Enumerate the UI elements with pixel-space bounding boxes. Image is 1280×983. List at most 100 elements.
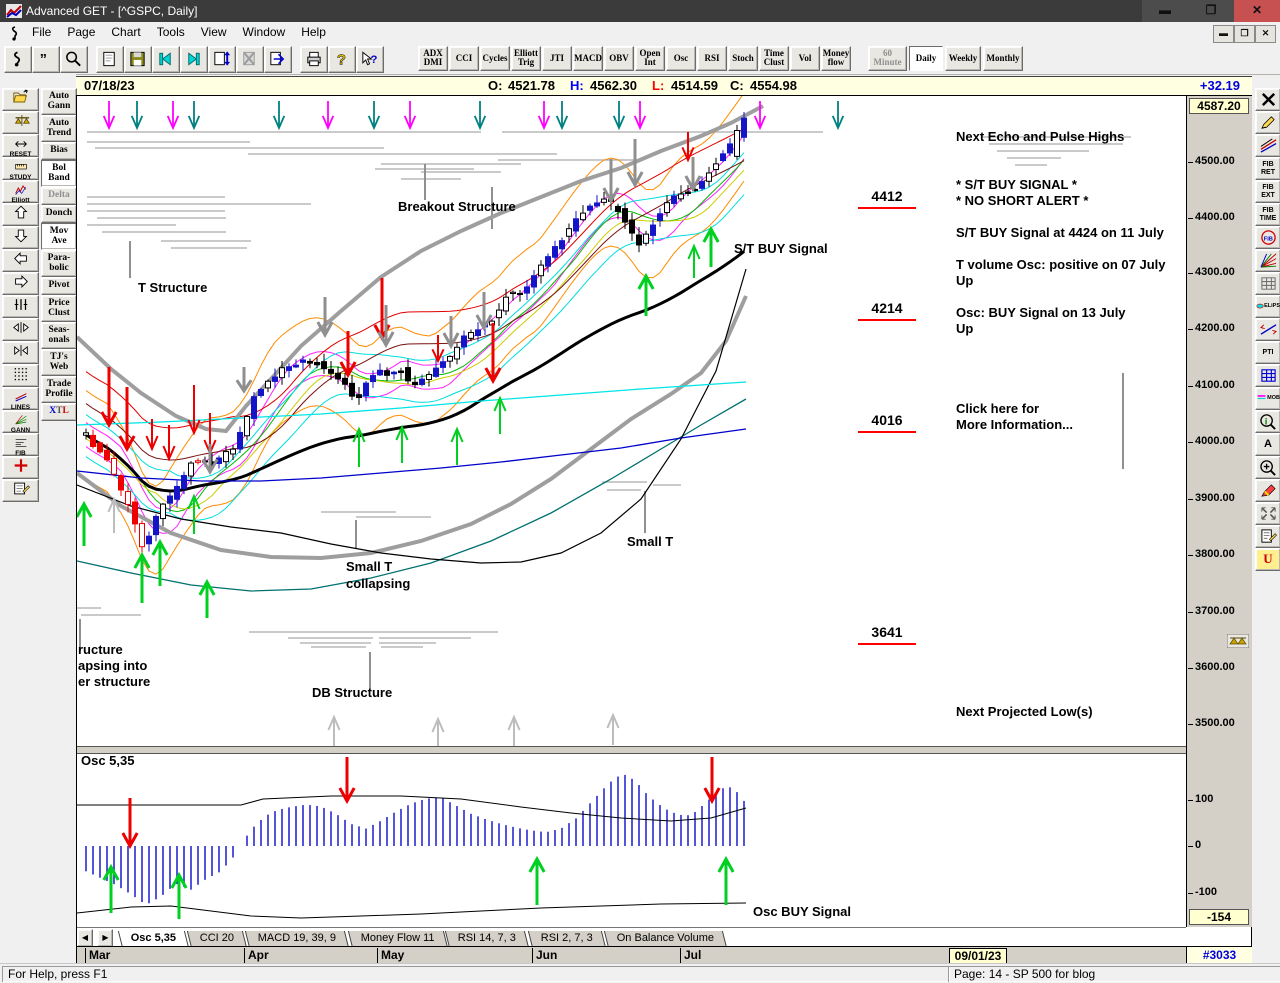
mdi-minimize-button[interactable]: ▬ [1213, 25, 1234, 43]
fib-button[interactable]: FIB [2, 433, 39, 456]
mob-button[interactable]: MOB [1255, 387, 1280, 410]
menu-chart[interactable]: Chart [111, 25, 141, 39]
date-axis[interactable]: 09/01/23 Mar Apr May Jun Jul [77, 946, 1186, 965]
mdi-restore-button[interactable]: ❐ [1234, 25, 1255, 43]
study-para--bolic[interactable]: Para-bolic [41, 250, 77, 277]
study-xtl[interactable]: XTL [41, 403, 77, 421]
clef-button[interactable] [4, 46, 32, 73]
page-button[interactable] [96, 46, 124, 73]
printer-button[interactable] [300, 46, 328, 73]
indicator-obv[interactable]: OBV [604, 46, 634, 71]
period-weekly[interactable]: Weekly [945, 46, 981, 71]
tool-pti-button[interactable]: PTI [1255, 341, 1280, 364]
indicator-osc[interactable]: Osc [666, 46, 696, 71]
mdi-close-button[interactable]: ✕ [1255, 25, 1276, 43]
marker-button[interactable] [1255, 479, 1280, 502]
magnifier-button[interactable] [60, 46, 88, 73]
study-delta[interactable]: Delta [41, 187, 77, 205]
zoom-in-button[interactable] [1255, 456, 1280, 479]
indicator-rsi[interactable]: RSI [697, 46, 727, 71]
gann-button[interactable]: GANN [2, 410, 39, 433]
menu-view[interactable]: View [200, 25, 227, 39]
menu-tools[interactable]: Tools [156, 25, 185, 39]
study-auto-gann[interactable]: Auto Gann [41, 88, 77, 115]
scales-icon[interactable] [1227, 634, 1249, 648]
tab-scroll-left[interactable]: ◀ [77, 929, 93, 947]
save-button[interactable] [124, 46, 152, 73]
pane-splitter[interactable] [77, 746, 1186, 754]
folder-open-button[interactable] [2, 88, 39, 111]
study-bol-band[interactable]: Bol Band [41, 160, 77, 187]
study-trade-profile[interactable]: Trade Profile [41, 376, 77, 403]
bar-spacing-button[interactable] [2, 295, 39, 318]
close-button[interactable]: ✕ [1234, 0, 1280, 22]
oscillator-canvas[interactable]: Osc 5,35 Osc BUY Signal [77, 752, 1186, 927]
tool-a-button[interactable]: A [1255, 433, 1280, 456]
arrow-left-button[interactable] [2, 249, 39, 272]
menu-window[interactable]: Window [242, 25, 286, 39]
study-auto-trend[interactable]: Auto Trend [41, 115, 77, 142]
fib-circle-button[interactable]: FIB [1255, 226, 1280, 249]
study-mov-ave[interactable]: Mov Ave [41, 223, 77, 250]
indicator-money-flow[interactable]: Money flow [821, 46, 851, 71]
price-chart-canvas[interactable]: Breakout Structure T Structure S/T BUY Sig… [77, 96, 1186, 746]
tool-fib-time-button[interactable]: FIB TIME [1255, 203, 1280, 226]
help-button[interactable]: ? [328, 46, 356, 73]
study-bias[interactable]: Bias [41, 142, 77, 160]
page-arrows-button[interactable] [264, 46, 292, 73]
bar-expand-button[interactable] [2, 341, 39, 364]
menu-help[interactable]: Help [301, 25, 326, 39]
indicator-cycles[interactable]: Cycles [480, 46, 510, 71]
resize-button[interactable] [1255, 502, 1280, 525]
page-prev-button[interactable] [152, 46, 180, 73]
elliott-button[interactable]: Elliott [2, 180, 39, 203]
page-x-button[interactable] [236, 46, 264, 73]
indicator-vol[interactable]: Vol [790, 46, 820, 71]
page-setup-button[interactable] [2, 479, 39, 502]
period-daily[interactable]: Daily [909, 46, 943, 71]
grid-blue-button[interactable] [1255, 364, 1280, 387]
ellipse-button[interactable]: ELiPS [1255, 295, 1280, 318]
period-monthly[interactable]: Monthly [983, 46, 1023, 71]
study-tj's-web[interactable]: TJ's Web [41, 349, 77, 376]
scales-button[interactable] [2, 111, 39, 134]
tool-fib-ret-button[interactable]: FIB RET [1255, 157, 1280, 180]
bar-compress-button[interactable] [2, 318, 39, 341]
indicator-open-int[interactable]: Open Int [635, 46, 665, 71]
indicator-elliott-trig[interactable]: Elliott Trig [511, 46, 541, 71]
page-updown-button[interactable] [208, 46, 236, 73]
grid-dots-button[interactable] [2, 364, 39, 387]
fan-button[interactable] [1255, 249, 1280, 272]
study-seas--onals[interactable]: Seas-onals [41, 322, 77, 349]
more-information-link[interactable]: Click here for [956, 401, 1039, 416]
regression-button[interactable] [1255, 318, 1280, 341]
arrow-down-button[interactable] [2, 226, 39, 249]
arrow-up-button[interactable] [2, 203, 39, 226]
indicator-cci[interactable]: CCI [449, 46, 479, 71]
notes-button[interactable] [1255, 525, 1280, 548]
grid-gray-button[interactable] [1255, 272, 1280, 295]
arrow-right-button[interactable] [2, 272, 39, 295]
quotes-button[interactable]: ” [32, 46, 60, 73]
study-button[interactable]: STUDY [2, 157, 39, 180]
tool-fib-ext-button[interactable]: FIB EXT [1255, 180, 1280, 203]
info-zoom-button[interactable]: i [1255, 410, 1280, 433]
study-pivot[interactable]: Pivot [41, 277, 77, 295]
indicator-macd[interactable]: MACD [573, 46, 603, 71]
indicator-time-clust[interactable]: Time Clust [759, 46, 789, 71]
study-donch[interactable]: Donch [41, 205, 77, 223]
indicator-adx-dmi[interactable]: ADX DMI [418, 46, 448, 71]
lines-button[interactable]: LINES [2, 387, 39, 410]
menu-file[interactable]: File [32, 25, 52, 39]
magnet-u-button[interactable]: U [1255, 548, 1280, 571]
restore-button[interactable]: ❐ [1188, 0, 1234, 22]
oscillator-axis[interactable]: -154 100 0 -100 [1186, 752, 1252, 927]
menu-page[interactable]: Page [67, 25, 96, 39]
reset-button[interactable]: RESET [2, 134, 39, 157]
crosshair-button[interactable] [2, 456, 39, 479]
minimize-button[interactable]: ▬ [1142, 0, 1188, 22]
more-information-link[interactable]: More Information... [956, 417, 1073, 432]
period-60-minute[interactable]: 60 Minute [868, 46, 907, 71]
pencil-button[interactable] [1255, 111, 1280, 134]
close-x-button[interactable] [1255, 88, 1280, 111]
